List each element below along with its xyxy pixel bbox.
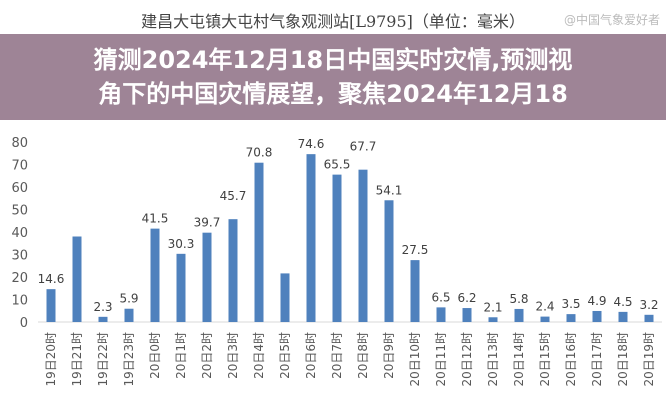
bar bbox=[514, 308, 524, 322]
bar bbox=[98, 316, 108, 322]
x-tick-label: 20日3时 bbox=[226, 332, 240, 379]
data-label: 45.7 bbox=[220, 189, 247, 203]
bar bbox=[384, 200, 394, 322]
y-tick-label: 50 bbox=[11, 204, 28, 219]
x-tick-label: 20日13时 bbox=[486, 332, 500, 387]
bar bbox=[72, 236, 82, 322]
data-label: 5.8 bbox=[509, 292, 528, 306]
x-tick-label: 20日11时 bbox=[434, 332, 448, 387]
y-tick-label: 10 bbox=[11, 294, 28, 309]
data-label: 4.9 bbox=[587, 294, 606, 308]
chart-title: 建昌大屯镇大屯村气象观测站[L9795]（单位：毫米） bbox=[141, 12, 525, 31]
x-tick-label: 20日5时 bbox=[278, 332, 292, 379]
x-tick-label: 20日9时 bbox=[382, 332, 396, 379]
bar bbox=[592, 310, 602, 322]
data-label: 54.1 bbox=[376, 183, 403, 197]
x-tick-label: 19日23时 bbox=[122, 332, 136, 387]
data-label: 70.8 bbox=[246, 146, 273, 160]
x-tick-label: 20日14时 bbox=[512, 332, 526, 387]
data-label: 3.2 bbox=[639, 298, 658, 312]
data-label: 2.1 bbox=[483, 300, 502, 314]
x-tick-label: 19日22时 bbox=[96, 332, 110, 387]
data-label: 39.7 bbox=[194, 216, 221, 230]
x-tick-label: 20日1时 bbox=[174, 332, 188, 379]
data-label: 65.5 bbox=[324, 158, 351, 172]
overlay-line-2: 角下的中国灾情展望，聚焦2024年12月18 bbox=[98, 80, 568, 108]
bar bbox=[618, 311, 628, 322]
overlay-banner: 猜测2024年12月18日中国实时灾情,预测视 角下的中国灾情展望，聚焦2024… bbox=[0, 34, 666, 120]
x-tick-label: 19日21时 bbox=[70, 332, 84, 387]
x-tick-label: 20日17时 bbox=[590, 332, 604, 387]
data-label: 6.2 bbox=[457, 291, 476, 305]
bar bbox=[46, 289, 56, 322]
bar bbox=[644, 314, 654, 322]
bar bbox=[358, 169, 368, 322]
bar bbox=[280, 273, 290, 322]
data-label: 3.5 bbox=[561, 297, 580, 311]
data-label: 41.5 bbox=[142, 212, 169, 226]
data-label: 67.7 bbox=[350, 140, 377, 154]
y-tick-label: 0 bbox=[20, 316, 28, 331]
bar bbox=[332, 174, 342, 322]
data-label: 2.3 bbox=[93, 300, 112, 314]
bar bbox=[228, 219, 238, 322]
bar bbox=[566, 314, 576, 322]
y-tick-label: 60 bbox=[11, 181, 28, 196]
watermark: @中国气象爱好者 bbox=[563, 13, 660, 27]
overlay-line-1: 猜测2024年12月18日中国实时灾情,预测视 bbox=[93, 46, 573, 74]
x-tick-label: 20日18时 bbox=[616, 332, 630, 387]
data-label: 5.9 bbox=[119, 292, 138, 306]
y-tick-label: 80 bbox=[11, 136, 28, 151]
bar bbox=[488, 317, 498, 322]
x-tick-label: 20日19时 bbox=[642, 332, 656, 387]
bar bbox=[150, 228, 160, 322]
x-tick-label: 20日0时 bbox=[148, 332, 162, 379]
x-tick-label: 20日7时 bbox=[330, 332, 344, 379]
bar bbox=[462, 308, 472, 322]
x-tick-label: 20日10时 bbox=[408, 332, 422, 387]
x-tick-label: 20日16时 bbox=[564, 332, 578, 387]
x-tick-label: 20日4时 bbox=[252, 332, 266, 379]
data-label: 30.3 bbox=[168, 237, 195, 251]
data-label: 2.4 bbox=[535, 300, 554, 314]
data-label: 6.5 bbox=[431, 290, 450, 304]
y-tick-label: 70 bbox=[11, 159, 28, 174]
x-tick-label: 19日20时 bbox=[44, 332, 58, 387]
bar bbox=[202, 232, 212, 322]
x-tick-label: 20日2时 bbox=[200, 332, 214, 379]
data-label: 27.5 bbox=[402, 243, 429, 257]
bar bbox=[436, 307, 446, 322]
bar bbox=[410, 260, 420, 322]
data-label: 14.6 bbox=[38, 272, 65, 286]
bar bbox=[306, 154, 316, 322]
bar bbox=[254, 162, 264, 322]
y-tick-label: 20 bbox=[11, 271, 28, 286]
bar bbox=[176, 253, 186, 322]
x-tick-label: 20日12时 bbox=[460, 332, 474, 387]
bar bbox=[124, 308, 134, 322]
y-tick-label: 40 bbox=[11, 226, 28, 241]
data-label: 74.6 bbox=[298, 137, 325, 151]
x-tick-label: 20日6时 bbox=[304, 332, 318, 379]
x-tick-label: 20日8时 bbox=[356, 332, 370, 379]
data-label: 4.5 bbox=[613, 295, 632, 309]
x-tick-label: 20日15时 bbox=[538, 332, 552, 387]
y-tick-label: 30 bbox=[11, 249, 28, 264]
bar bbox=[540, 316, 550, 322]
